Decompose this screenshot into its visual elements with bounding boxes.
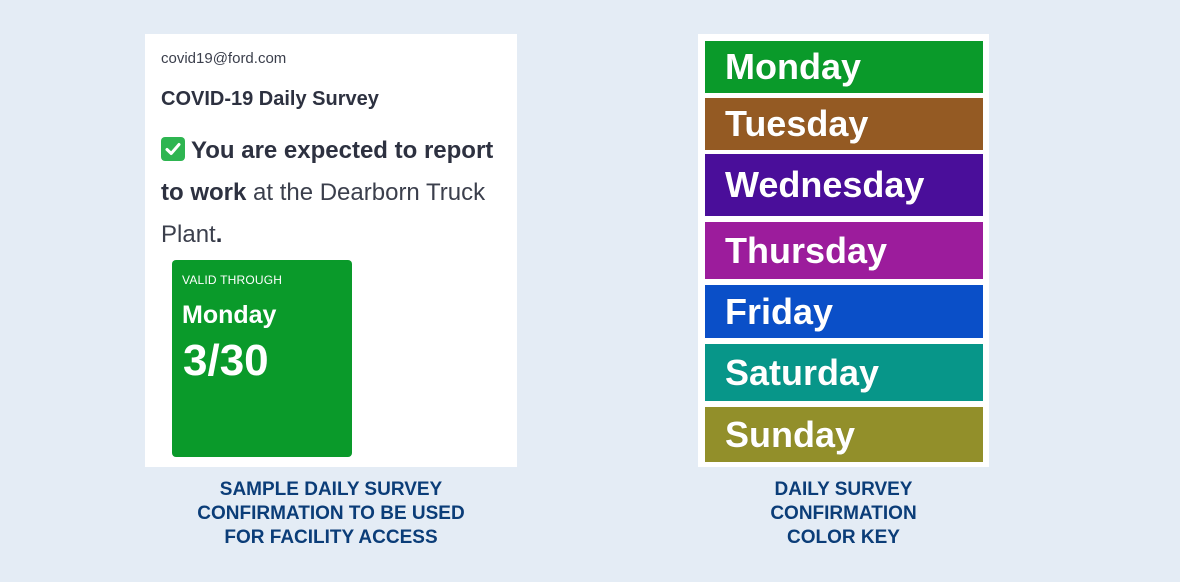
color-key-panel: Monday Tuesday Wednesday Thursday Friday…: [698, 34, 989, 467]
caption-line: CONFIRMATION: [770, 503, 917, 524]
day-label: Monday: [725, 46, 862, 87]
caption-line: CONFIRMATION TO BE USED: [197, 503, 465, 524]
caption-line: COLOR KEY: [787, 527, 900, 548]
checkmark-icon: [161, 137, 185, 161]
day-label: Sunday: [725, 413, 856, 455]
day-bar-thursday: Thursday: [705, 222, 983, 279]
sample-survey-caption: SAMPLE DAILY SURVEY CONFIRMATION TO BE U…: [145, 478, 517, 550]
survey-title: COVID-19 Daily Survey: [161, 88, 379, 110]
day-label: Friday: [725, 290, 834, 332]
day-label: Wednesday: [725, 164, 925, 205]
day-bar-tuesday: Tuesday: [705, 98, 983, 150]
day-label: Thursday: [725, 229, 888, 271]
day-bar-wednesday: Wednesday: [705, 154, 983, 216]
valid-date: 3/30: [183, 336, 269, 385]
caption-line: SAMPLE DAILY SURVEY: [219, 479, 443, 500]
message-location-text: at the Dearborn Truck Plant: [161, 179, 486, 248]
valid-through-badge: VALID THROUGH Monday 3/30: [172, 260, 352, 457]
day-label: Tuesday: [725, 103, 869, 144]
day-bar-monday: Monday: [705, 41, 983, 93]
color-key-caption: DAILY SURVEY CONFIRMATION COLOR KEY: [698, 478, 989, 550]
valid-day: Monday: [182, 301, 277, 329]
survey-message: You are expected to report to work at th…: [161, 130, 513, 256]
day-bar-friday: Friday: [705, 285, 983, 338]
day-bar-saturday: Saturday: [705, 344, 983, 401]
message-bold-text: You are expected to report to work: [161, 137, 494, 206]
message-end: .: [215, 221, 223, 248]
valid-through-label: VALID THROUGH: [182, 273, 283, 287]
survey-confirmation-card: covid19@ford.com COVID-19 Daily Survey Y…: [145, 34, 517, 467]
sender-email: covid19@ford.com: [161, 50, 287, 67]
caption-line: FOR FACILITY ACCESS: [224, 527, 438, 548]
caption-line: DAILY SURVEY: [774, 479, 913, 500]
day-bar-sunday: Sunday: [705, 407, 983, 462]
day-label: Saturday: [725, 351, 880, 393]
